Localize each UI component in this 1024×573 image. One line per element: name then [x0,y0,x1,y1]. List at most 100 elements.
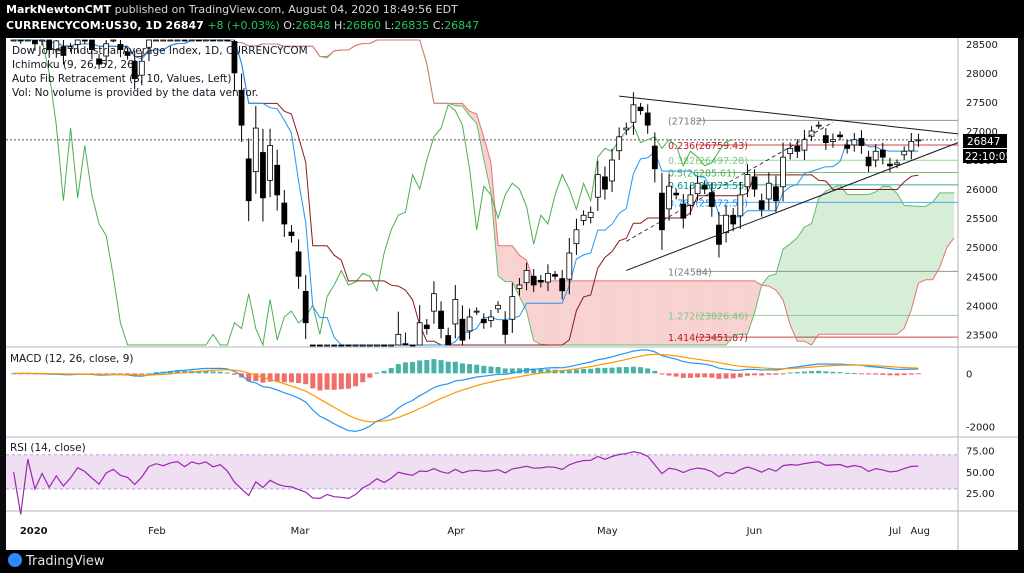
lower-trendline [626,142,959,271]
lagging-span-line [13,39,734,347]
macd-histogram-bar [367,373,373,378]
candle-body [302,290,309,324]
macd-histogram-bar [858,373,864,375]
macd-histogram-bar [630,366,636,374]
macd-histogram-bar [695,373,701,378]
cloud-segment [533,280,541,345]
candle-body [666,185,672,210]
macd-label[interactable]: MACD (12, 26, close, 9) [10,353,133,365]
price-tag: 26847 [967,136,1000,148]
trendlines-layer [619,95,959,271]
macd-histogram-bar [844,372,850,374]
candle-body [10,39,17,42]
candle-body [416,322,423,346]
candle-body [89,39,95,51]
rsi-label[interactable]: RSI (14, close) [10,442,86,454]
cloud-segment [612,280,620,345]
macd-histogram-bar [288,373,294,383]
candle-body [495,304,501,310]
price-tick: 28500 [966,40,998,51]
high-label: H: [333,19,346,32]
macd-histogram-bar [345,373,351,389]
cloud-span-b [198,39,955,346]
cloud-segment [939,192,947,268]
candle-body [260,152,266,199]
candle-body [210,39,216,42]
fib-label: 0.786(25772.53) [668,198,748,209]
macd-histogram-bar [744,373,750,376]
chart-area[interactable]: (27182) 0.236(26759.43) 0.382(26497.28) 0.5… [6,38,1018,550]
macd-histogram-bar [231,373,237,375]
cloud-segment [498,245,506,282]
time-tick: Feb [148,526,166,537]
chart-svg[interactable]: (27182) 0.236(26759.43) 0.382(26497.28)0.5… [6,38,1018,550]
candle-body [765,182,772,200]
candle-body [780,156,786,188]
cloud-segment [483,137,491,193]
macd-histogram-bar [737,373,743,378]
fib-label: 0.382(26497.28) [668,156,748,167]
candle-body [231,41,238,74]
macd-histogram-bar [11,373,17,375]
candle-body [894,162,900,166]
macd-histogram-bar [509,368,515,374]
candle-body [808,130,815,137]
macd-histogram-bar [103,373,109,375]
tradingview-logo[interactable]: TradingView [8,553,105,569]
macd-histogram-bar [702,373,708,378]
open-value: 26848 [295,19,331,32]
macd-histogram-bar [581,368,587,374]
macd-histogram-bar [253,373,259,382]
macd-histogram-bar [851,373,857,375]
time-tick: Jun [746,526,763,537]
symbol-label[interactable]: CURRENCYCOM:US30, 1D [6,19,163,32]
macd-histogram-bar [132,373,138,375]
macd-histogram-bar [331,373,337,390]
macd-histogram-bar [638,367,644,374]
cloud-segment [875,186,883,335]
candle-body [530,275,537,286]
candles-layer [10,39,922,347]
tradingview-icon [8,553,22,567]
candle-body [238,89,245,126]
candle-body [374,344,380,347]
rsi-layer [6,451,958,515]
candle-body [516,284,523,289]
macd-histogram-bar [338,373,344,390]
macd-histogram-bar [595,367,601,374]
macd-histogram-bar [395,364,401,374]
macd-histogram-bar [502,368,508,374]
price-tick: 23500 [966,330,998,341]
cloud-segment [854,194,862,335]
macd-histogram-bar [246,373,252,382]
macd-histogram-bar [616,367,622,374]
candle-body [851,139,858,146]
candle-body [602,176,608,190]
cloud-segment [904,205,912,329]
cloud-segment [626,280,634,345]
candle-body [573,229,580,245]
macd-histogram-bar [823,371,829,374]
candle-body [794,145,801,152]
low-label: L: [384,19,395,32]
cloud-segment [647,280,655,345]
candle-body [252,127,259,173]
legend-fib[interactable]: Auto Fib Retracement (3, 10, Values, Lef… [12,73,231,85]
macd-histogram-bar [623,367,629,374]
cloud-segment [597,280,605,345]
tenkan-line [13,39,919,346]
candle-body [217,39,224,42]
cloud-segment [690,280,698,345]
macd-histogram-bar [445,361,451,374]
macd-histogram-bar [915,373,921,375]
candle-body [338,344,345,347]
candle-body [74,39,81,45]
author-name[interactable]: MarkNewtonCMT [6,3,112,16]
macd-histogram-bar [481,365,487,374]
candle-body [138,60,145,76]
cloud-segment [868,191,876,335]
macd-histogram-bar [402,362,408,374]
legend-ichimoku[interactable]: Ichimoku (9, 26, 52, 26) [12,59,138,71]
candle-body [288,231,295,236]
cloud-segment [683,280,691,345]
